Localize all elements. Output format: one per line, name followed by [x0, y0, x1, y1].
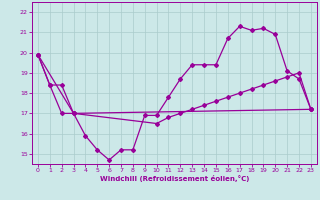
X-axis label: Windchill (Refroidissement éolien,°C): Windchill (Refroidissement éolien,°C)	[100, 175, 249, 182]
